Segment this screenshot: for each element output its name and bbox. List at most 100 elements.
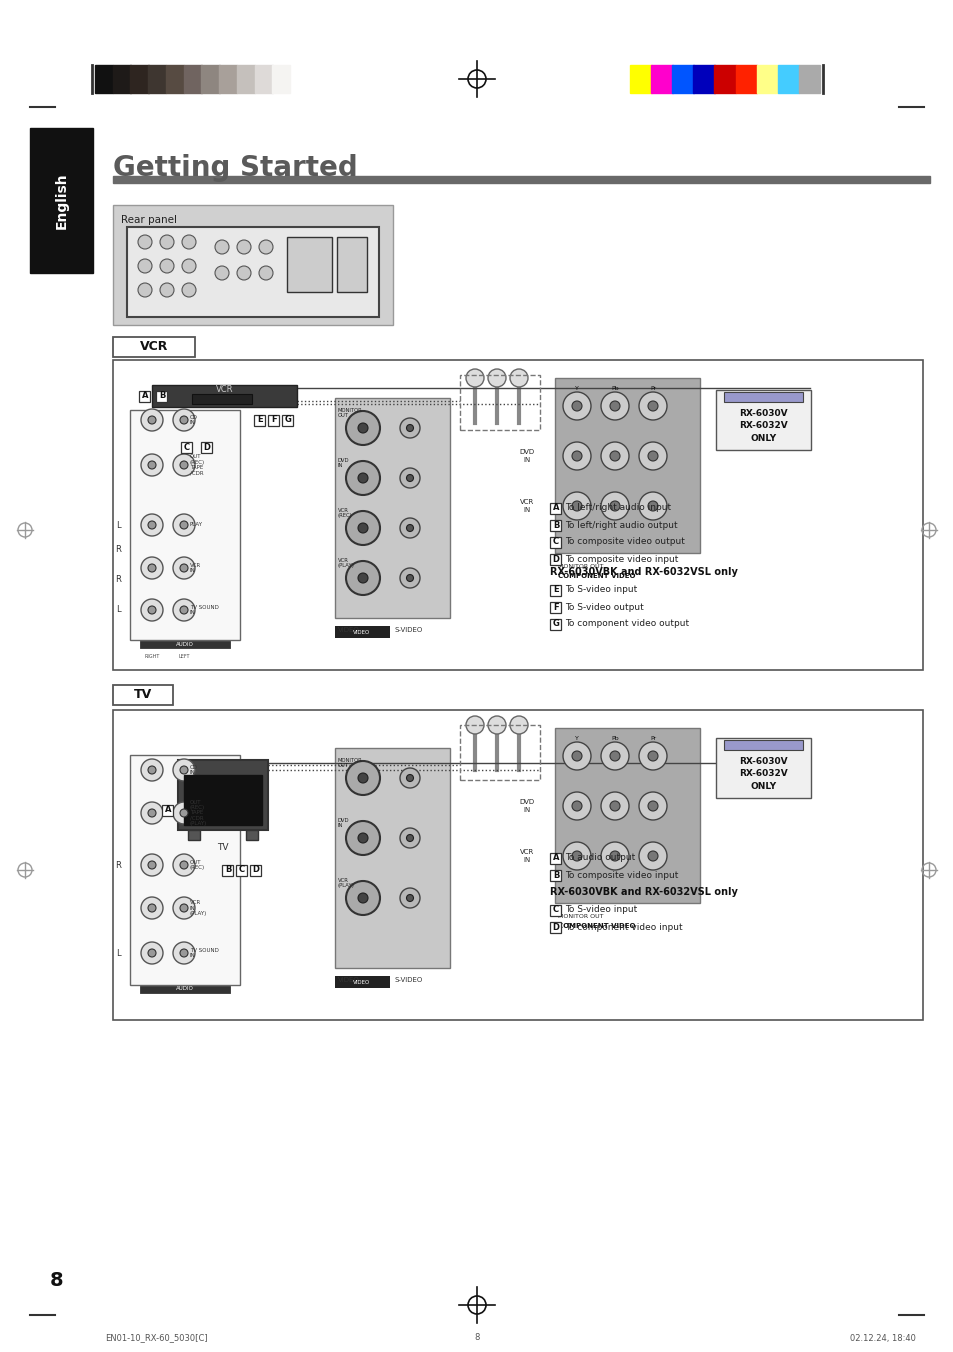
- Text: COMPONENT VIDEO: COMPONENT VIDEO: [558, 923, 635, 929]
- Bar: [550, 537, 561, 548]
- Text: VIDEO: VIDEO: [353, 979, 370, 984]
- Text: OUT
(REC): OUT (REC): [190, 860, 205, 871]
- Text: Y: Y: [575, 385, 578, 391]
- Text: VCR: VCR: [215, 384, 233, 393]
- Text: E: E: [257, 415, 262, 425]
- Bar: [148, 65, 166, 93]
- Bar: [130, 410, 240, 639]
- Circle shape: [399, 418, 419, 438]
- Bar: [550, 922, 561, 933]
- Circle shape: [236, 266, 251, 280]
- Circle shape: [172, 854, 194, 876]
- Bar: [777, 65, 799, 93]
- Bar: [735, 65, 757, 93]
- Text: F: F: [553, 603, 558, 611]
- Circle shape: [172, 514, 194, 535]
- Text: B: B: [552, 871, 558, 880]
- Circle shape: [346, 761, 379, 795]
- Bar: [162, 804, 173, 815]
- Circle shape: [148, 461, 156, 469]
- Circle shape: [399, 827, 419, 848]
- Circle shape: [160, 283, 173, 297]
- Circle shape: [357, 523, 368, 533]
- Bar: [716, 738, 810, 798]
- Circle shape: [141, 854, 163, 876]
- Circle shape: [647, 402, 658, 411]
- Bar: [459, 725, 539, 780]
- Circle shape: [214, 266, 229, 280]
- Bar: [723, 740, 802, 750]
- Text: VCR
(PLAY): VCR (PLAY): [337, 558, 355, 568]
- Text: VCR: VCR: [140, 341, 168, 353]
- Circle shape: [357, 423, 368, 433]
- Bar: [236, 65, 254, 93]
- Circle shape: [639, 442, 666, 470]
- Bar: [112, 685, 172, 704]
- Circle shape: [600, 442, 628, 470]
- Text: B: B: [225, 865, 231, 875]
- Text: G: G: [552, 619, 558, 629]
- Bar: [127, 227, 378, 316]
- Bar: [246, 830, 257, 840]
- Circle shape: [465, 717, 483, 734]
- Circle shape: [357, 833, 368, 844]
- Text: A: A: [142, 392, 148, 400]
- Circle shape: [357, 473, 368, 483]
- Bar: [287, 237, 332, 292]
- Circle shape: [141, 758, 163, 781]
- Circle shape: [562, 392, 590, 420]
- Circle shape: [572, 750, 581, 761]
- Text: D: D: [552, 922, 558, 932]
- Text: L: L: [115, 949, 120, 957]
- Text: VCR
(REC): VCR (REC): [337, 508, 353, 518]
- Circle shape: [488, 717, 505, 734]
- Text: To left/right audio output: To left/right audio output: [564, 521, 677, 530]
- Text: OUT
(REC)
TAPE
/CDR: OUT (REC) TAPE /CDR: [190, 454, 205, 476]
- Circle shape: [609, 750, 619, 761]
- Bar: [672, 65, 693, 93]
- Circle shape: [609, 402, 619, 411]
- Bar: [131, 65, 149, 93]
- Text: To left/right audio input: To left/right audio input: [564, 503, 670, 512]
- Text: L: L: [115, 606, 120, 615]
- Circle shape: [647, 452, 658, 461]
- Circle shape: [214, 241, 229, 254]
- Text: Pb: Pb: [611, 735, 618, 741]
- Text: VCR
IN: VCR IN: [519, 849, 534, 863]
- Circle shape: [148, 416, 156, 425]
- Text: CD
IN: CD IN: [190, 415, 198, 425]
- Text: C: C: [553, 906, 558, 914]
- Text: RX-6030VBK and RX-6032VSL only: RX-6030VBK and RX-6032VSL only: [550, 887, 737, 896]
- Bar: [629, 65, 651, 93]
- Bar: [254, 65, 273, 93]
- Circle shape: [488, 369, 505, 387]
- Bar: [112, 360, 923, 671]
- Circle shape: [180, 808, 188, 817]
- Text: DVD
IN: DVD IN: [337, 458, 349, 468]
- Circle shape: [180, 564, 188, 572]
- Circle shape: [647, 850, 658, 861]
- Circle shape: [180, 767, 188, 773]
- Bar: [254, 415, 265, 426]
- Bar: [723, 392, 802, 402]
- Bar: [156, 391, 168, 402]
- Circle shape: [399, 888, 419, 909]
- Text: A: A: [552, 503, 558, 512]
- Bar: [336, 237, 367, 292]
- Circle shape: [182, 235, 195, 249]
- Circle shape: [236, 241, 251, 254]
- Bar: [716, 389, 810, 450]
- Text: B: B: [552, 521, 558, 530]
- Bar: [550, 853, 561, 864]
- Text: VIDEO: VIDEO: [337, 627, 359, 633]
- Text: To S-video input: To S-video input: [564, 585, 637, 595]
- Bar: [693, 65, 714, 93]
- Circle shape: [572, 502, 581, 511]
- Text: To composite video input: To composite video input: [564, 554, 678, 564]
- Text: EN01-10_RX-60_5030[C]: EN01-10_RX-60_5030[C]: [105, 1333, 208, 1343]
- Circle shape: [138, 283, 152, 297]
- Text: To audio output: To audio output: [564, 853, 635, 863]
- Bar: [201, 442, 213, 453]
- Bar: [798, 65, 820, 93]
- Circle shape: [172, 802, 194, 823]
